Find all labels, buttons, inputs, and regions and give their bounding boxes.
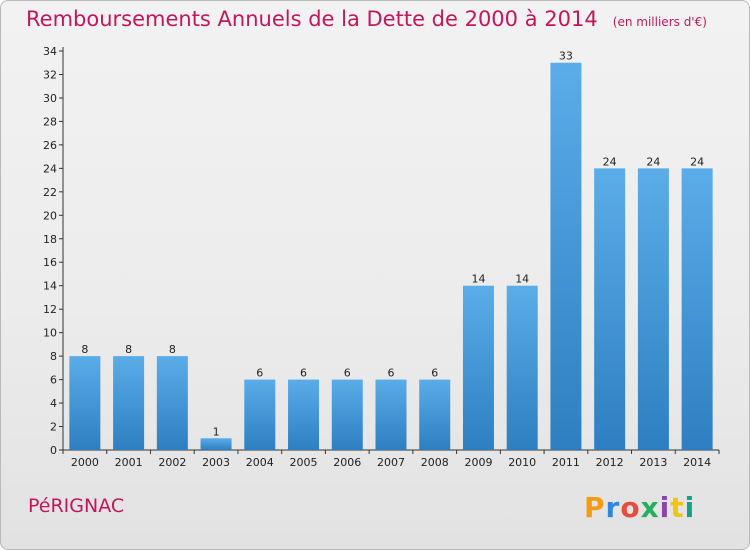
x-tick-label: 2014 <box>683 456 711 469</box>
chart-unit: (en milliers d'€) <box>612 15 707 29</box>
bar <box>331 379 363 450</box>
data-label: 6 <box>256 367 263 380</box>
y-tick-label: 4 <box>50 397 57 410</box>
bar <box>156 356 188 450</box>
y-tick-label: 16 <box>43 256 57 269</box>
x-tick-label: 2006 <box>333 456 361 469</box>
bar <box>681 168 713 450</box>
bar <box>462 285 494 450</box>
y-tick-label: 18 <box>43 233 57 246</box>
x-tick-label: 2011 <box>552 456 580 469</box>
data-label: 6 <box>431 367 438 380</box>
data-label: 8 <box>169 343 176 356</box>
bar <box>200 438 232 450</box>
bar <box>113 356 145 450</box>
logo-letter: P <box>584 491 606 524</box>
y-tick-label: 2 <box>50 421 57 434</box>
bar <box>550 62 582 451</box>
y-tick-label: 22 <box>43 186 57 199</box>
x-tick-label: 2001 <box>115 456 143 469</box>
chart-bars <box>69 62 713 451</box>
y-tick-label: 30 <box>43 92 57 105</box>
bar <box>288 379 320 450</box>
data-label: 14 <box>471 273 485 286</box>
data-label: 33 <box>559 50 573 63</box>
chart-title-block: Remboursements Annuels de la Dette de 20… <box>26 7 707 31</box>
x-tick-label: 2013 <box>639 456 667 469</box>
data-label: 14 <box>515 273 529 286</box>
data-label: 8 <box>125 343 132 356</box>
bar <box>637 168 669 450</box>
y-tick-label: 32 <box>43 68 57 81</box>
data-label: 6 <box>388 367 395 380</box>
bar <box>419 379 451 450</box>
logo-letter: r <box>605 491 621 524</box>
x-tick-label: 2009 <box>464 456 492 469</box>
y-tick-label: 26 <box>43 139 57 152</box>
data-label: 8 <box>81 343 88 356</box>
logo-letter: t <box>670 491 685 524</box>
y-tick-label: 6 <box>50 374 57 387</box>
data-label: 24 <box>603 155 617 168</box>
bar <box>506 285 538 450</box>
brand-logo: Proxiti <box>584 491 695 524</box>
data-label: 24 <box>690 155 704 168</box>
x-tick-label: 2000 <box>71 456 99 469</box>
y-tick-label: 20 <box>43 209 57 222</box>
data-label: 24 <box>646 155 660 168</box>
logo-letter: x <box>640 491 660 524</box>
data-label: 1 <box>213 425 220 438</box>
bar <box>69 356 101 450</box>
x-tick-label: 2005 <box>290 456 318 469</box>
chart-data-labels: 8 8 8 1 6 6 6 6 6 14 14 33 24 24 24 <box>81 50 704 439</box>
y-tick-label: 34 <box>43 45 57 58</box>
y-tick-label: 28 <box>43 115 57 128</box>
bar <box>244 379 276 450</box>
y-tick-label: 14 <box>43 280 57 293</box>
city-name: PéRIGNAC <box>28 495 125 517</box>
x-tick-label: 2008 <box>421 456 449 469</box>
y-tick-label: 8 <box>50 350 57 363</box>
chart-title: Remboursements Annuels de la Dette de 20… <box>26 7 598 31</box>
x-tick-label: 2007 <box>377 456 405 469</box>
x-tick-label: 2004 <box>246 456 274 469</box>
x-tick-label: 2010 <box>508 456 536 469</box>
x-tick-label: 2012 <box>596 456 624 469</box>
y-tick-label: 24 <box>43 162 57 175</box>
x-tick-label: 2002 <box>158 456 186 469</box>
logo-letter: o <box>620 491 641 524</box>
x-tick-label: 2003 <box>202 456 230 469</box>
y-tick-label: 12 <box>43 303 57 316</box>
logo-letter: i <box>659 491 671 524</box>
y-tick-label: 0 <box>50 444 57 457</box>
data-label: 6 <box>300 367 307 380</box>
bar <box>375 379 407 450</box>
bar <box>594 168 626 450</box>
y-tick-label: 10 <box>43 327 57 340</box>
logo-letter: i <box>684 491 696 524</box>
data-label: 6 <box>344 367 351 380</box>
